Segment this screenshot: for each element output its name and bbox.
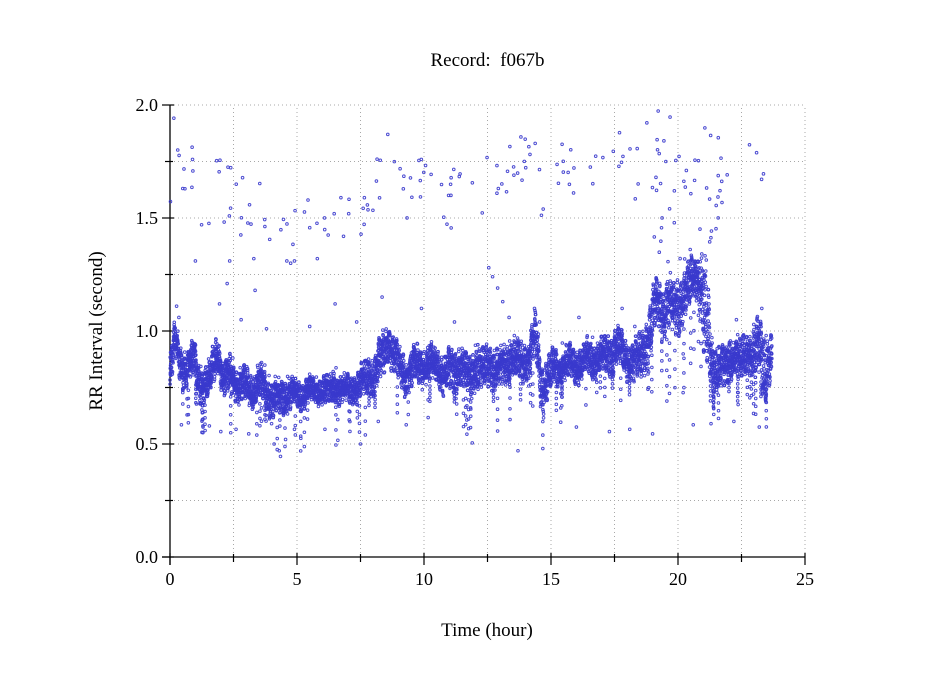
y-tick-label: 1.5 bbox=[135, 208, 159, 228]
y-tick-label: 0.5 bbox=[135, 434, 159, 454]
x-tick-label: 10 bbox=[415, 569, 433, 589]
x-tick-label: 0 bbox=[165, 569, 175, 589]
y-tick-label: 0.0 bbox=[135, 547, 159, 567]
y-tick-label: 2.0 bbox=[135, 95, 159, 115]
x-tick-label: 5 bbox=[292, 569, 302, 589]
chart-title: Record: f067b bbox=[430, 50, 545, 71]
x-tick-label: 25 bbox=[796, 569, 814, 589]
y-tick-label: 1.0 bbox=[135, 321, 159, 341]
x-axis-label: Time (hour) bbox=[441, 620, 533, 641]
y-axis-label: RR Interval (second) bbox=[86, 251, 107, 411]
x-tick-label: 20 bbox=[669, 569, 687, 589]
x-tick-label: 15 bbox=[542, 569, 560, 589]
